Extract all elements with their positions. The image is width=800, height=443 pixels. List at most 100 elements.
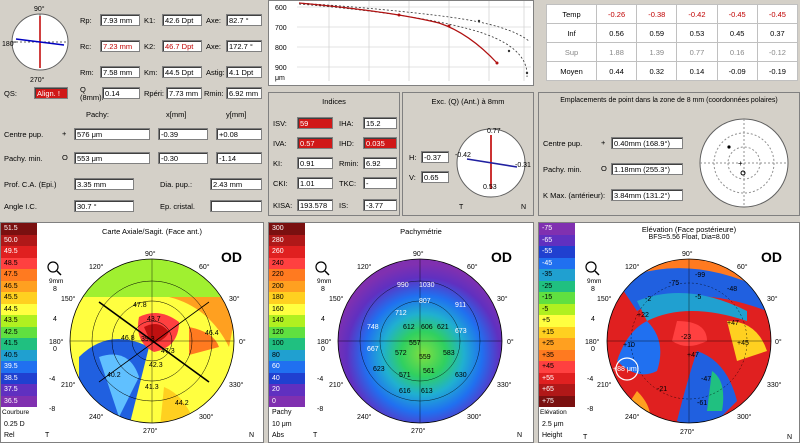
scale-step: 38.5: [1, 372, 37, 384]
rp-label: Rp:: [80, 16, 92, 25]
pachymetry-map[interactable]: 990 1030 807 911 712 748 673 667 612 606…: [307, 237, 533, 443]
ep-cristal-value: [210, 200, 262, 212]
axial-map[interactable]: 47.8 43.7 46.8 39.3 47.3 46.4 42.3 40.2 …: [39, 237, 265, 443]
map-value: 39.3: [141, 336, 155, 343]
table-cell: 0.53: [676, 23, 718, 43]
asphericity-table-panel: Temp -0.26 -0.38 -0.42 -0.45 -0.45 Inf 0.56 0.5…: [540, 0, 800, 86]
marker-value: +88 μm: [613, 366, 637, 373]
qs-status-badge[interactable]: Align. !: [34, 87, 68, 99]
deg-label: 120°: [89, 263, 104, 271]
n-label: N: [249, 432, 254, 439]
table-cell: 0.56: [596, 23, 638, 43]
scale-label: Elévation: [539, 407, 575, 419]
table-cell: -0.42: [676, 4, 718, 24]
rmin-value: 6.92 mm: [226, 87, 262, 99]
emplacements-title: Emplacements de point dans la zone de 8 …: [560, 97, 778, 104]
scale-step: -65: [539, 234, 575, 246]
table-cell: -0.12: [756, 42, 799, 62]
rperi-value: 7.73 mm: [166, 87, 202, 99]
k2-label: K2:: [144, 42, 156, 51]
angle-ic-label: Angle I.C.: [4, 202, 37, 211]
centre-pup-pachy: 576 μm: [74, 128, 150, 140]
scale-step: -25: [539, 280, 575, 292]
scale-step: 43.5: [1, 315, 37, 327]
q-label: Q (8mm):: [80, 85, 104, 102]
y-tick: 4: [591, 316, 595, 323]
scale-step: 120: [269, 326, 305, 338]
zoom-icon[interactable]: [315, 261, 330, 276]
deg-label: 150°: [597, 295, 612, 303]
scale-step: +35: [539, 349, 575, 361]
zoom-icon[interactable]: [47, 261, 62, 276]
y-tick: 4: [321, 316, 325, 323]
table-cell: 1.39: [636, 42, 678, 62]
ytick-900: 900: [275, 65, 287, 72]
map-value: 748: [367, 324, 379, 331]
elevation-map[interactable]: -75 -99 -48 -2 -5 +22 +47 -23 +45 +10 +4…: [577, 241, 800, 443]
pachy-panel: Pachy: x[mm] y[mm] Centre pup. + 576 μm …: [0, 106, 264, 216]
angle-ic-value: 30.7 °: [74, 200, 134, 212]
centre-pup-x: -0.39: [158, 128, 208, 140]
pachy-progression-graph: 600 700 800 900 μm: [268, 0, 534, 86]
map-value: 616: [399, 388, 411, 395]
map-value: 1030: [419, 282, 435, 289]
map-value: 47.3: [161, 348, 175, 355]
scale-step: -5: [539, 303, 575, 315]
deg-label: 0°: [507, 338, 514, 346]
scale-step: 39.5: [1, 361, 37, 373]
deg-label: 210°: [597, 381, 612, 389]
scale-step: 80: [269, 349, 305, 361]
scale-step: 100: [269, 338, 305, 350]
exc-n-label: N: [521, 204, 526, 211]
scale-step: 42.5: [1, 326, 37, 338]
y-header: y[mm]: [226, 110, 247, 119]
map-value: 46.8: [121, 335, 135, 342]
map-value: -75: [669, 280, 679, 287]
y-tick: -4: [587, 376, 593, 383]
yunit: μm: [275, 75, 285, 82]
rmin-label: Rmin:: [204, 89, 224, 98]
map-value: -99: [695, 272, 705, 279]
scale-step: 0: [269, 395, 305, 407]
scale-step-size: 10 μm: [269, 418, 305, 430]
scale-step: -55: [539, 246, 575, 258]
iha-value: 15.2: [363, 117, 397, 129]
emplacements-panel: Emplacements de point dans la zone de 8 …: [538, 92, 800, 216]
deg-label: 120°: [357, 263, 372, 271]
map-value: -5: [695, 294, 701, 301]
scale-step-size: 2.5 μm: [539, 418, 575, 430]
scale-step: 40.5: [1, 349, 37, 361]
deg-label: 90°: [145, 250, 156, 258]
axe2-label: Axe:: [206, 42, 222, 51]
zoom-icon[interactable]: [585, 261, 600, 276]
emp-centre-value: 0.40mm (168.9°): [611, 137, 683, 149]
map-value: 990: [397, 282, 409, 289]
table-cell: 1.88: [596, 42, 638, 62]
keratometry-panel: 90° 270° 180° Rp: 7.93 mm K1: 42.6 Dpt A…: [0, 0, 264, 86]
table-cell: 0.59: [636, 23, 678, 43]
map-value: 911: [455, 302, 466, 309]
deg-label: 240°: [625, 413, 640, 421]
axial-map-panel: 51.5 50.0 49.5 48.5 47.5 46.5 45.5 44.5 …: [0, 222, 264, 443]
map-value: 43.7: [147, 316, 161, 323]
h-label: H:: [409, 153, 417, 162]
deg-label: 90°: [682, 250, 693, 258]
qs-row: QS: Align. ! Q (8mm): 0.14 Rpéri: 7.73 m…: [0, 86, 264, 104]
scale-step: 280: [269, 234, 305, 246]
isv-label: ISV:: [273, 119, 287, 128]
map-value: -21: [657, 386, 667, 393]
table-cell: 0.14: [676, 61, 718, 81]
kisa-value: 193.578: [297, 199, 333, 211]
deg-label: 150°: [329, 295, 344, 303]
table-cell: 0.45: [716, 23, 758, 43]
ihd-value: 0.035: [363, 137, 397, 149]
ki-value: 0.91: [297, 157, 333, 169]
centre-pup-y: +0.08: [216, 128, 262, 140]
excentricity-panel: Exc. (Q) (Ant.) à 8mm H: -0.37 V: 0.65 0…: [402, 92, 534, 216]
deg-label: 180°: [585, 338, 600, 346]
scale-step: 37.5: [1, 384, 37, 396]
table-row: Moyen 0.44 0.32 0.14 -0.09 -0.19: [545, 61, 799, 81]
pachymetry-map-panel: 300 280 260 240 220 200 180 160 140 120 …: [268, 222, 534, 443]
ep-cristal-label: Ep. cristal.: [160, 202, 196, 211]
scale-step: -45: [539, 257, 575, 269]
